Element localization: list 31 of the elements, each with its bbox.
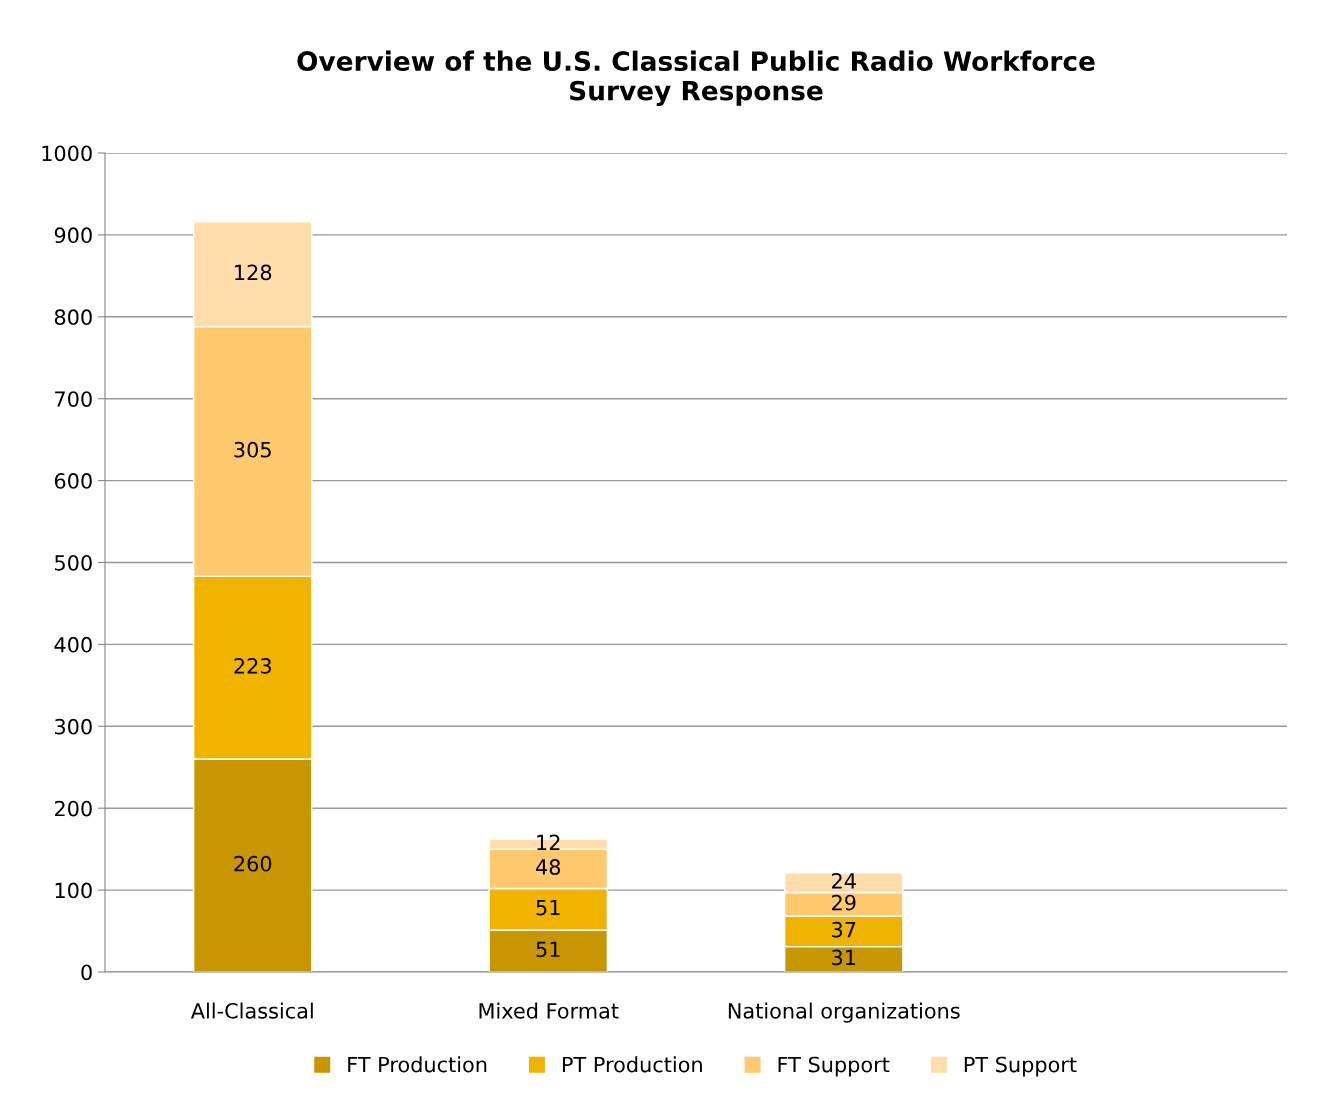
data-label: 31 bbox=[832, 949, 856, 966]
y-tick-label: 1000 bbox=[42, 145, 92, 162]
chart-title: Overview of the U.S. Classical Public Radio Workforce Survey Response bbox=[297, 50, 1095, 106]
y-tick-label: 900 bbox=[54, 227, 92, 244]
data-label: 260 bbox=[234, 855, 272, 872]
x-tick-label: All-Classical bbox=[190, 1002, 313, 1019]
legend-label: FT Support bbox=[778, 1056, 890, 1077]
data-label: 37 bbox=[832, 921, 856, 938]
data-label: 223 bbox=[234, 658, 271, 674]
y-tick-label: 200 bbox=[54, 800, 92, 817]
y-tick-label: 400 bbox=[54, 636, 92, 653]
legend-label: FT Production bbox=[348, 1056, 487, 1073]
legend-label: PT Support bbox=[964, 1056, 1077, 1077]
legend-label: PT Production bbox=[562, 1056, 702, 1073]
y-tick-label: 700 bbox=[55, 391, 92, 407]
y-tick-label: 100 bbox=[55, 882, 92, 899]
data-label: 51 bbox=[536, 941, 560, 958]
x-tick-label: Mixed Format bbox=[479, 1002, 619, 1019]
data-label: 12 bbox=[537, 834, 560, 850]
y-tick-label: 500 bbox=[55, 554, 92, 571]
data-label: 305 bbox=[234, 441, 271, 458]
data-label: 51 bbox=[536, 899, 560, 916]
y-tick-label: 800 bbox=[54, 309, 92, 326]
data-label: 128 bbox=[235, 264, 272, 281]
data-label: 48 bbox=[536, 859, 561, 875]
y-tick-label: 0 bbox=[81, 964, 92, 981]
data-label: 29 bbox=[832, 894, 856, 911]
y-tick-label: 300 bbox=[55, 718, 92, 735]
data-label: 24 bbox=[832, 873, 856, 889]
x-tick-label: National organizations bbox=[728, 1002, 960, 1023]
y-tick-label: 600 bbox=[54, 473, 92, 489]
